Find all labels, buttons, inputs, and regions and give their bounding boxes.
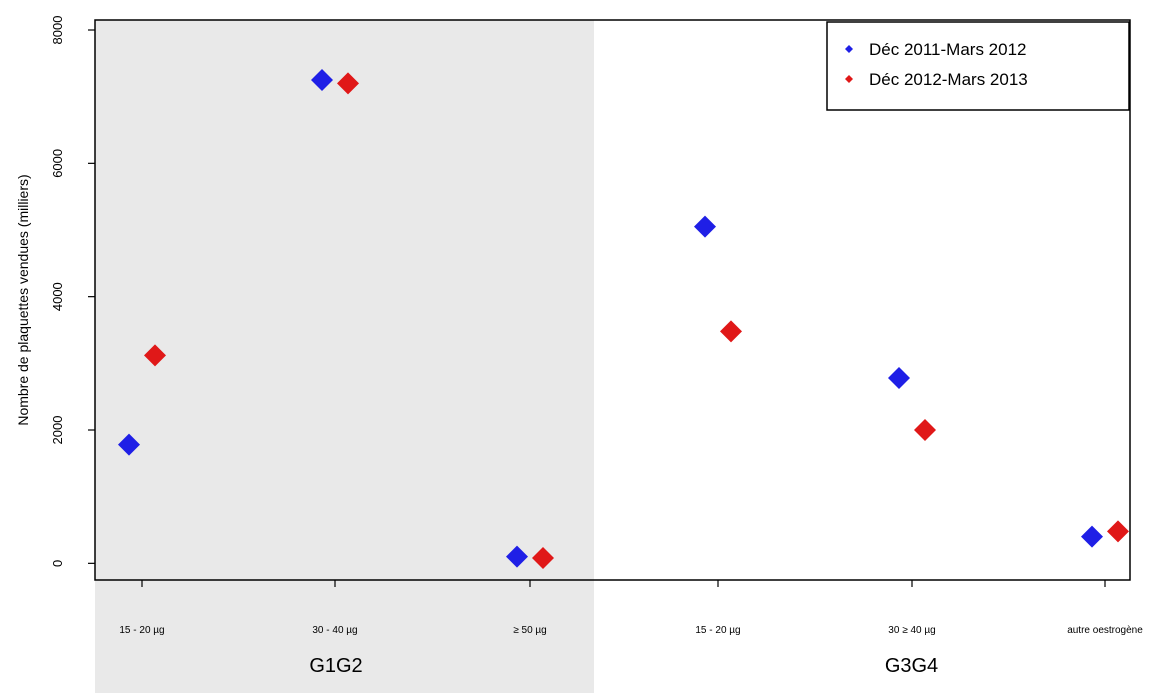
x-category-label: 30 - 40 µg — [312, 625, 357, 636]
data-point-series2 — [914, 419, 936, 441]
data-point-series2 — [532, 547, 554, 569]
legend: Déc 2011-Mars 2012 Déc 2012-Mars 2013 — [826, 21, 1130, 111]
group-g1g2-label-shading — [95, 580, 594, 693]
data-point-series2 — [1107, 520, 1129, 543]
group-label-g3g4: G3G4 — [885, 655, 938, 677]
group-g1g2-shading — [95, 20, 594, 580]
legend-marker-series2 — [845, 75, 853, 83]
y-axis-label: Nombre de plaquettes vendues (milliers) — [15, 174, 31, 425]
legend-label-series1: Déc 2011-Mars 2012 — [869, 40, 1027, 59]
x-category-label: 15 - 20 µg — [119, 625, 164, 636]
x-category-label: ≥ 50 µg — [513, 625, 547, 636]
data-point-series1 — [888, 367, 910, 389]
y-axis: 0 2000 4000 6000 8000 — [50, 16, 95, 567]
y-tick-label: 0 — [50, 560, 65, 567]
y-tick-label: 2000 — [50, 416, 65, 445]
y-tick-label: 8000 — [50, 16, 65, 45]
data-point-series1 — [694, 215, 716, 238]
x-category-label: autre oestrogène — [1067, 625, 1143, 636]
x-category-label: 30 ≥ 40 µg — [888, 625, 935, 636]
legend-marker-series1 — [845, 45, 853, 53]
x-category-label: 15 - 20 µg — [695, 625, 740, 636]
data-point-series1 — [311, 69, 333, 91]
data-point-series2 — [337, 72, 359, 95]
data-point-series2 — [144, 344, 166, 367]
data-point-series1 — [118, 433, 140, 456]
legend-label-series2: Déc 2012-Mars 2013 — [869, 70, 1028, 89]
x-axis: 15 - 20 µg 30 - 40 µg ≥ 50 µg 15 - 20 µg 30 … — [119, 580, 1143, 677]
data-point-series1 — [1081, 525, 1103, 548]
data-point-series1 — [506, 545, 528, 568]
plot-area-frame — [94, 19, 1131, 581]
data-point-series2 — [720, 320, 742, 343]
legend-box — [826, 21, 1130, 111]
group-label-g1g2: G1G2 — [309, 655, 362, 677]
y-tick-label: 6000 — [50, 149, 65, 178]
chart-marks — [118, 69, 1129, 569]
y-tick-label: 4000 — [50, 282, 65, 311]
